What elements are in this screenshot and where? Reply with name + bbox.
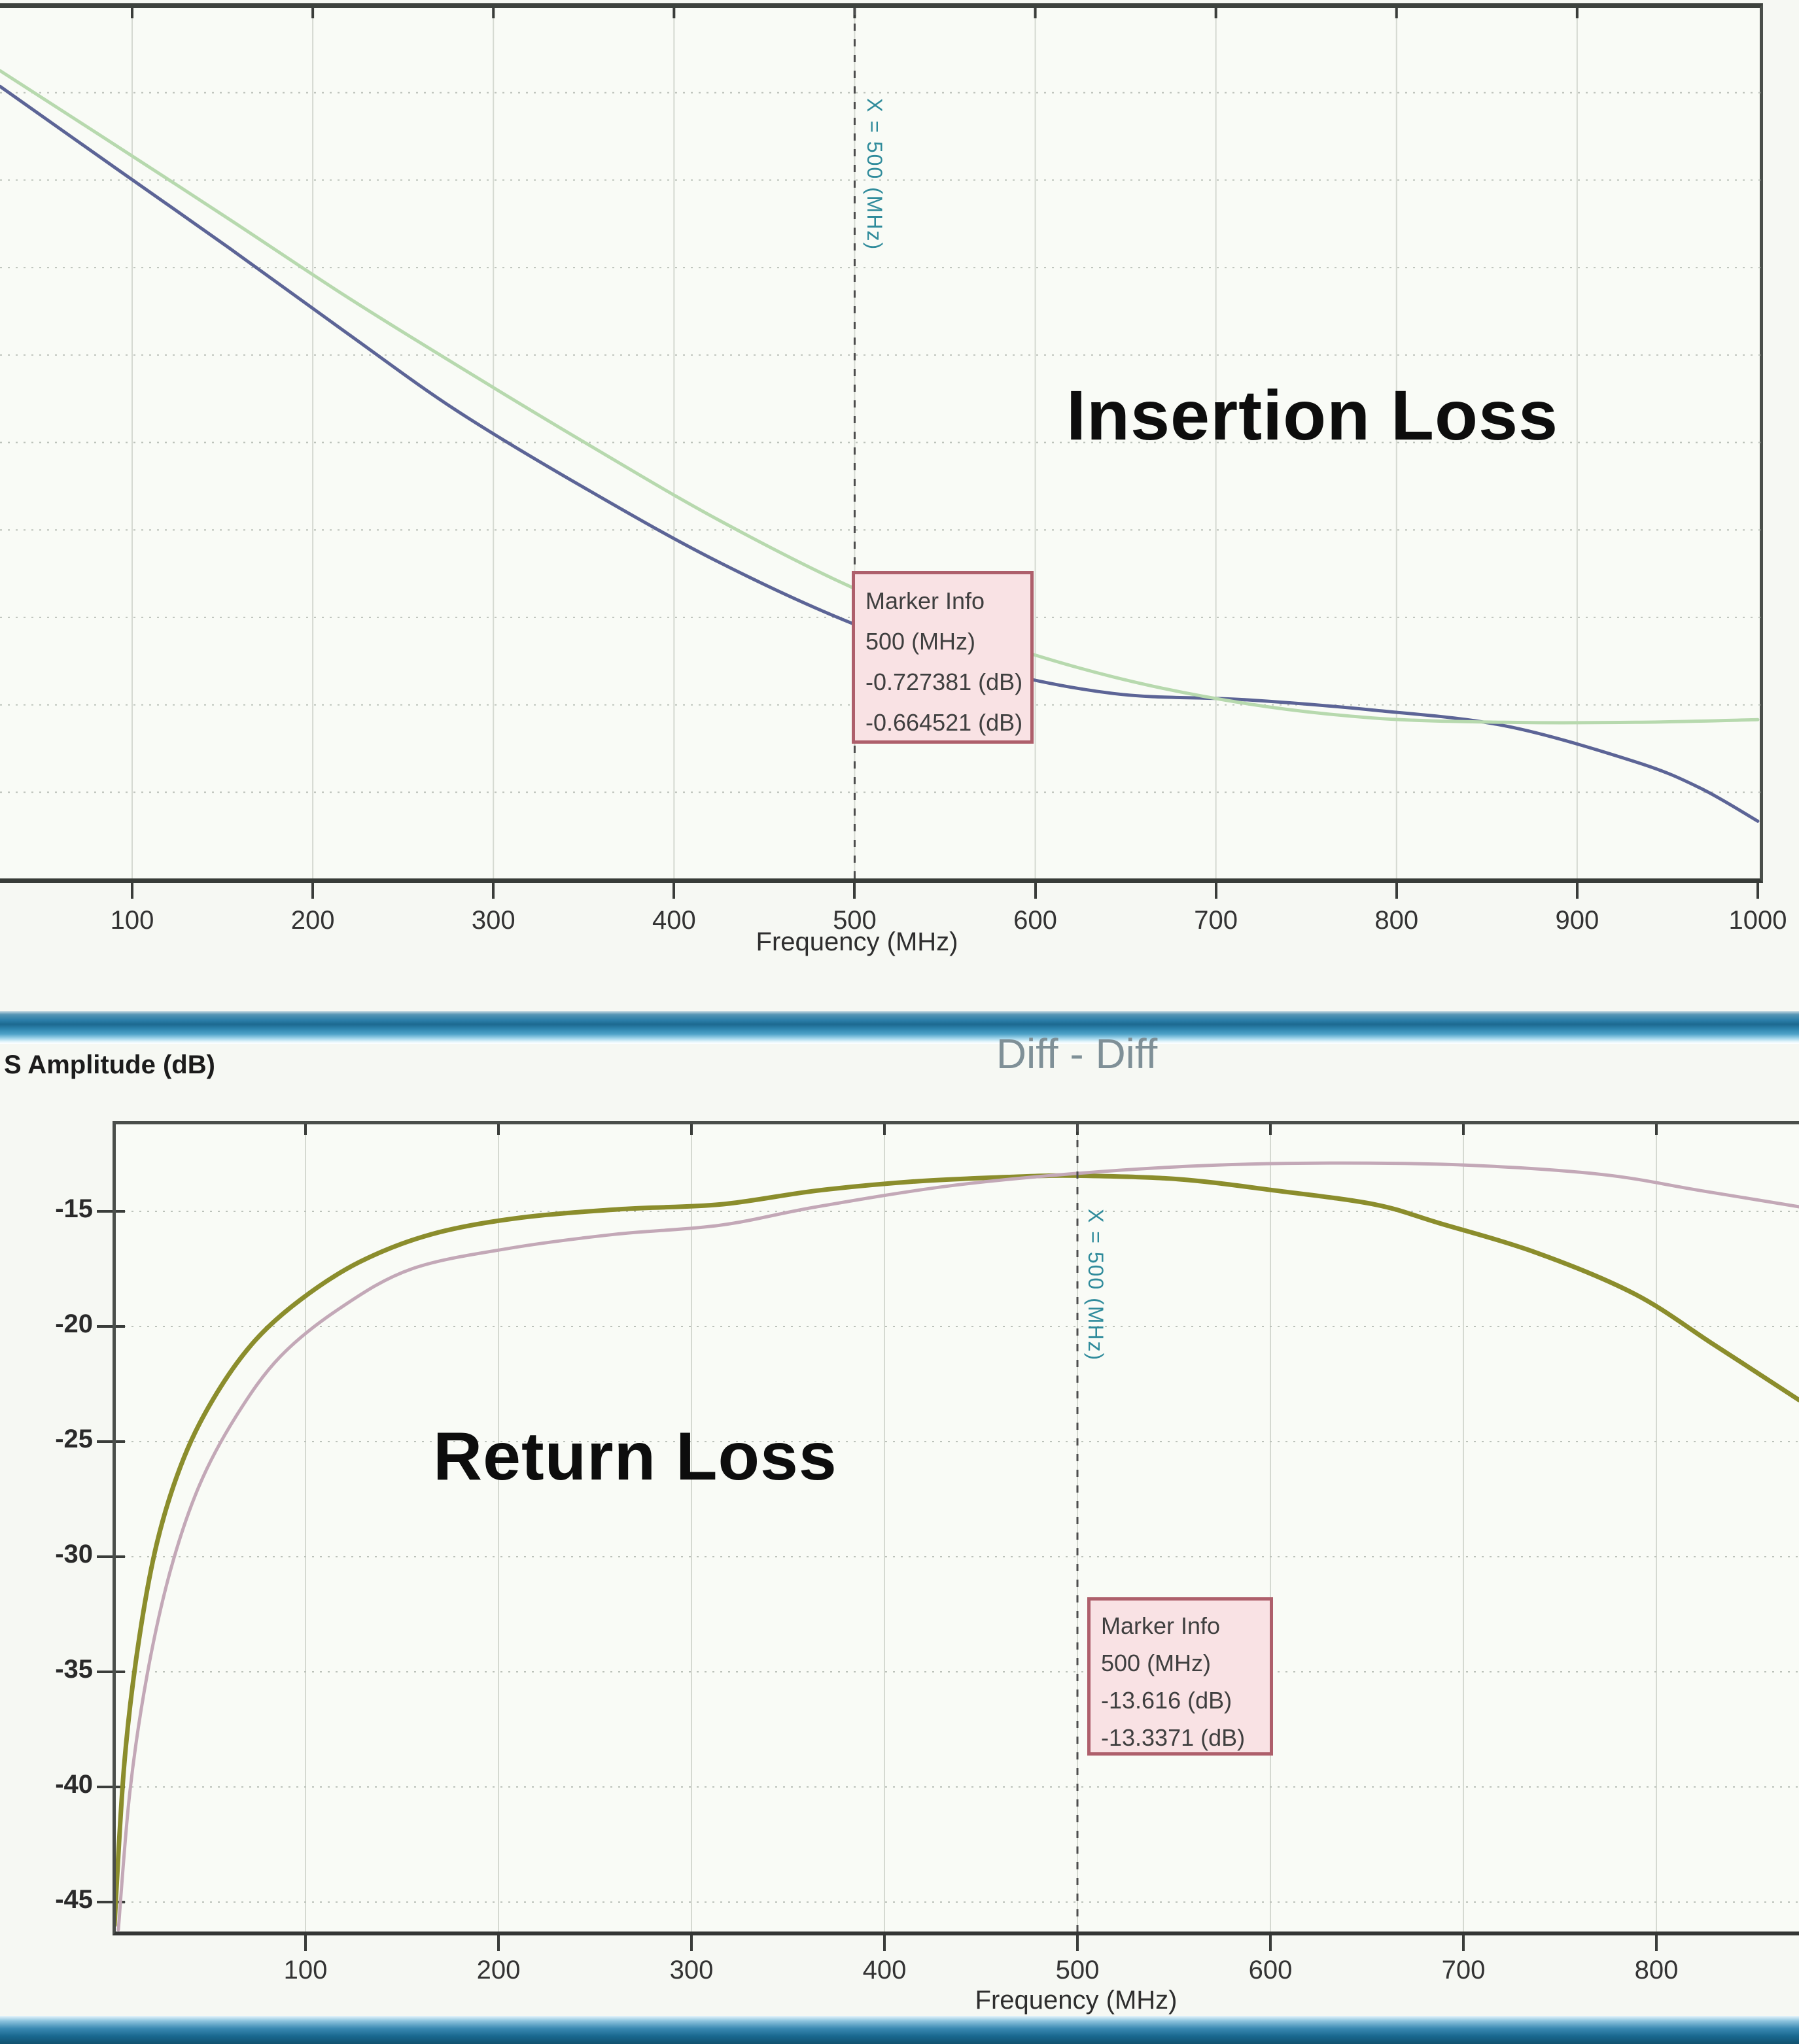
blue-divider-strip: [0, 1011, 1799, 1044]
x-tick-mark: [883, 1935, 886, 1951]
return-loss-trace-1-olive: [116, 1173, 1799, 1928]
x-tick-label: 300: [471, 906, 515, 935]
x-tick-mark: [497, 1935, 500, 1951]
marker-value-trace1: -0.727381 (dB): [865, 668, 1023, 695]
x-tick-mark: [492, 883, 495, 899]
x-tick-label: 300: [669, 1956, 714, 1984]
x-tick-mark: [304, 1935, 307, 1951]
x-tick-mark: [690, 1935, 693, 1951]
y-tick-mark: [97, 1901, 113, 1903]
x-tick-label: 1000: [1728, 906, 1787, 935]
x-tick-label: 600: [1013, 906, 1057, 935]
x-tick-mark: [672, 883, 676, 899]
x-tick-label: 200: [476, 1956, 521, 1984]
x-tick-mark: [1575, 883, 1579, 899]
x-tick-label: 800: [1634, 1956, 1679, 1984]
return-loss-title: Return Loss: [433, 1419, 837, 1495]
x-tick-label: 100: [283, 1956, 328, 1984]
x-tick-label: 800: [1374, 906, 1419, 935]
x-tick-mark: [311, 883, 315, 899]
x-tick-mark: [1076, 1935, 1079, 1951]
marker-frequency-label-bottom: X = 500 (MHz): [1084, 1209, 1108, 1362]
x-tick-label: 900: [1555, 906, 1599, 935]
marker-value-trace1: -13.616 (dB): [1101, 1687, 1232, 1714]
return-loss-canvas: [116, 1124, 1799, 1931]
marker-value-trace2: -13.3371 (dB): [1101, 1724, 1246, 1751]
y-tick-mark: [97, 1210, 113, 1213]
x-tick-label: 500: [1055, 1956, 1100, 1984]
y-tick-label: -40: [55, 1770, 93, 1799]
x-tick-mark: [1034, 883, 1037, 899]
marker-info-title: Marker Info: [1101, 1612, 1221, 1639]
return-loss-trace-2-pink: [116, 1161, 1799, 1931]
x-tick-label: 500: [833, 906, 877, 935]
x-tick-label: 100: [110, 906, 154, 935]
x-tick-mark: [1756, 883, 1759, 899]
return-chart-subtitle: Diff - Diff: [996, 1030, 1158, 1077]
x-tick-mark: [131, 883, 133, 899]
y-tick-label: -15: [55, 1194, 93, 1223]
y-tick-label: -30: [55, 1540, 93, 1568]
marker-info-box-top: Marker Info 500 (MHz) -0.727381 (dB) -0.…: [852, 571, 1034, 744]
marker-info-title: Marker Info: [865, 587, 985, 614]
y-tick-label: -20: [55, 1309, 93, 1338]
y-tick-mark: [97, 1555, 113, 1558]
y-tick-mark: [97, 1440, 113, 1443]
marker-value-trace2: -0.664521 (dB): [865, 709, 1023, 736]
insertion-loss-trace-2-light-green: [0, 69, 1760, 725]
x-tick-mark: [1462, 1935, 1465, 1951]
y-tick-mark: [97, 1786, 113, 1788]
x-tick-mark: [853, 883, 856, 899]
marker-frequency-label-top: X = 500 (MHz): [863, 98, 886, 251]
marker-info-box-bottom: Marker Info 500 (MHz) -13.616 (dB) -13.3…: [1087, 1597, 1273, 1756]
x-tick-label: 200: [290, 906, 335, 935]
y-tick-mark: [97, 1325, 113, 1328]
y-tick-mark: [97, 1671, 113, 1673]
insertion-loss-canvas: [0, 8, 1763, 878]
x-tick-label: 400: [652, 906, 696, 935]
x-tick-label: 700: [1194, 906, 1238, 935]
y-tick-label: -25: [55, 1425, 93, 1453]
x-tick-mark: [1214, 883, 1217, 899]
x-tick-label: 700: [1441, 1956, 1486, 1984]
return-loss-plot-area: [113, 1121, 1799, 1935]
x-tick-label: 400: [862, 1956, 907, 1984]
return-y-axis-title: S Amplitude (dB): [4, 1050, 215, 1079]
y-tick-label: -35: [55, 1655, 93, 1684]
x-tick-mark: [1395, 883, 1398, 899]
insertion-x-axis-title: Frequency (MHz): [756, 927, 958, 956]
x-tick-mark: [1269, 1935, 1272, 1951]
blue-footer-strip: [0, 2016, 1799, 2044]
marker-frequency-value: 500 (MHz): [865, 628, 976, 655]
x-tick-mark: [1655, 1935, 1658, 1951]
marker-frequency-value: 500 (MHz): [1101, 1650, 1212, 1676]
y-tick-label: -45: [55, 1885, 93, 1914]
return-x-axis-title: Frequency (MHz): [975, 1986, 1178, 2015]
insertion-loss-title: Insertion Loss: [1066, 375, 1559, 455]
x-tick-label: 600: [1248, 1956, 1293, 1984]
